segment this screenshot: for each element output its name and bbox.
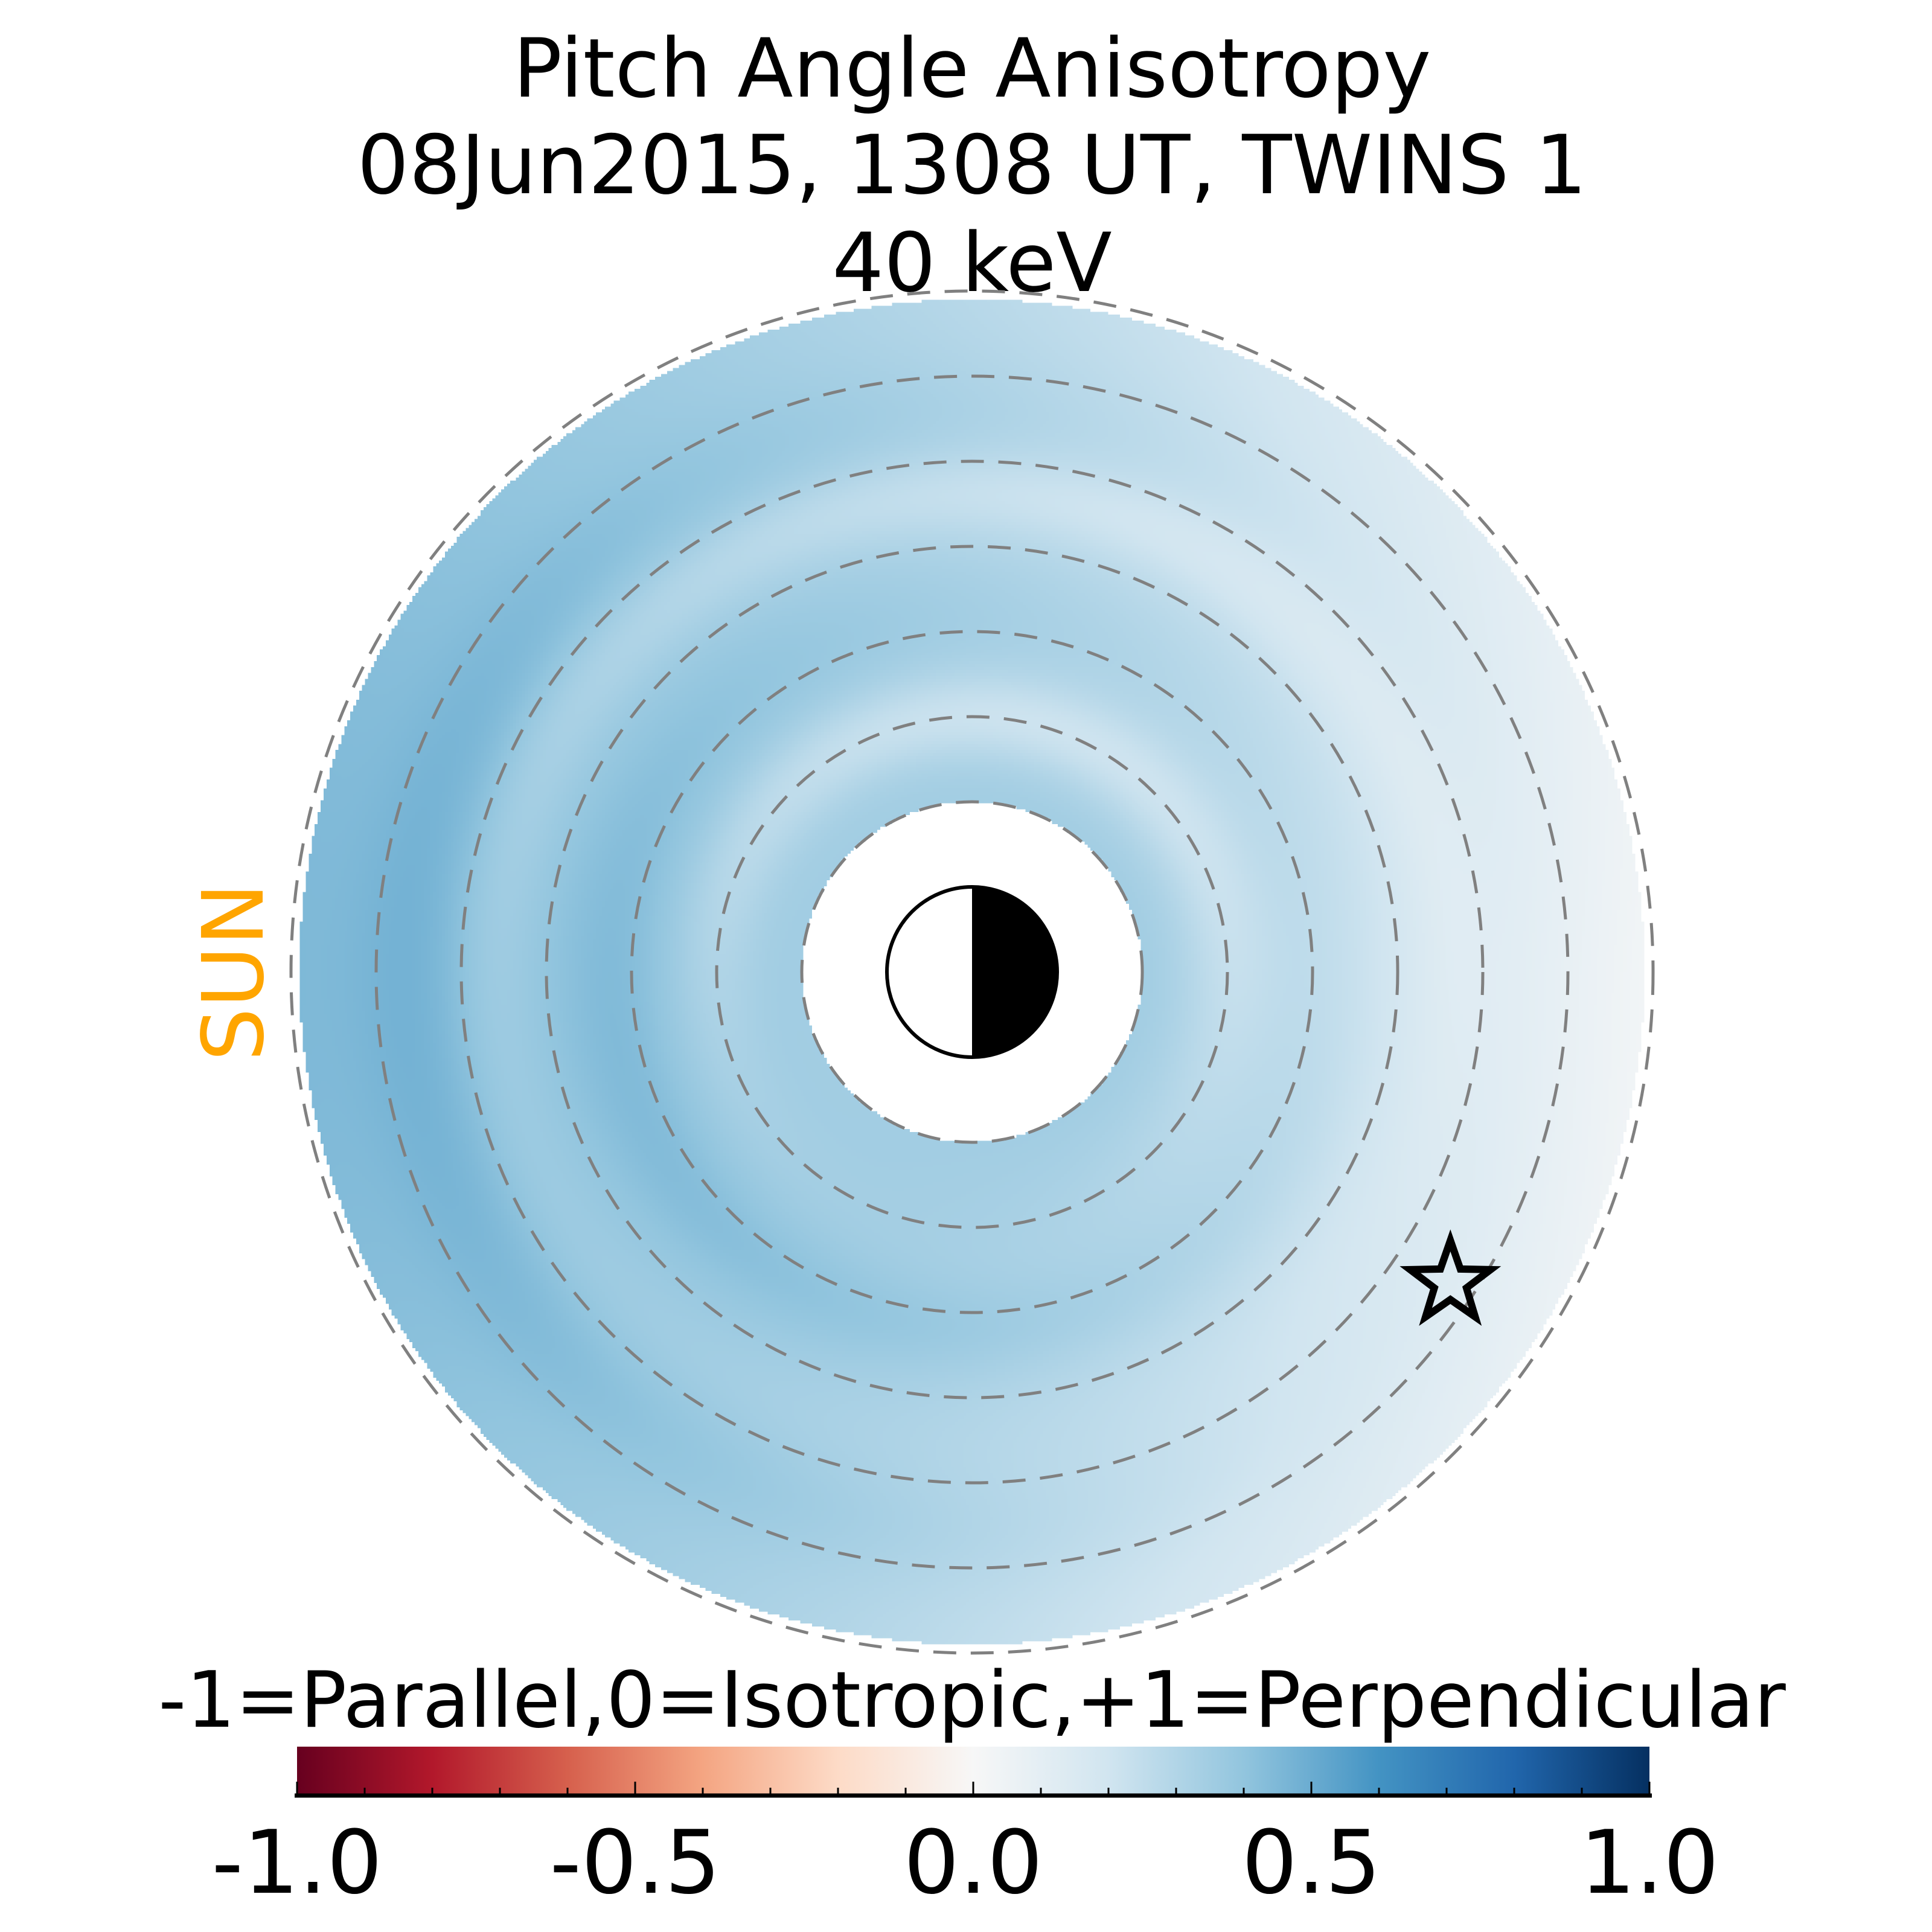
colorbar-tick-label: 1.0 [1580,1812,1719,1914]
colorbar-tick-label: -0.5 [550,1812,721,1914]
earth-icon [885,885,1059,1059]
grid-circle-3re [715,715,1229,1229]
colorbar-tick-label: -1.0 [212,1812,383,1914]
grid-circle-7re [374,374,1570,1570]
radial-grid [289,289,1655,1655]
title-line-1: Pitch Angle Anisotropy [513,21,1431,116]
colorbar-label: -1=Parallel,0=Isotropic,+1=Perpendicular [158,1655,1786,1745]
grid-circle-6re [459,459,1485,1485]
grid-circle-5re [545,545,1399,1399]
earth-nightside [972,887,1057,1057]
grid-circle-2re [800,800,1144,1144]
colorbar-tick-labels: -1.0 -0.5 0.0 0.5 1.0 [212,1812,1719,1914]
title-line-2: 08Jun2015, 1308 UT, TWINS 1 [357,118,1587,213]
title-line-3: 40 keV [832,216,1112,310]
colorbar-tick-label: 0.0 [904,1812,1043,1914]
spacecraft-star-icon [1399,1229,1502,1326]
colorbar-tick-label: 0.5 [1242,1812,1381,1914]
grid-circle-8re [289,289,1655,1655]
grid-circle-4re [630,630,1314,1314]
colorbar-ticks [295,1782,1652,1798]
sun-label: SUN [185,883,283,1061]
